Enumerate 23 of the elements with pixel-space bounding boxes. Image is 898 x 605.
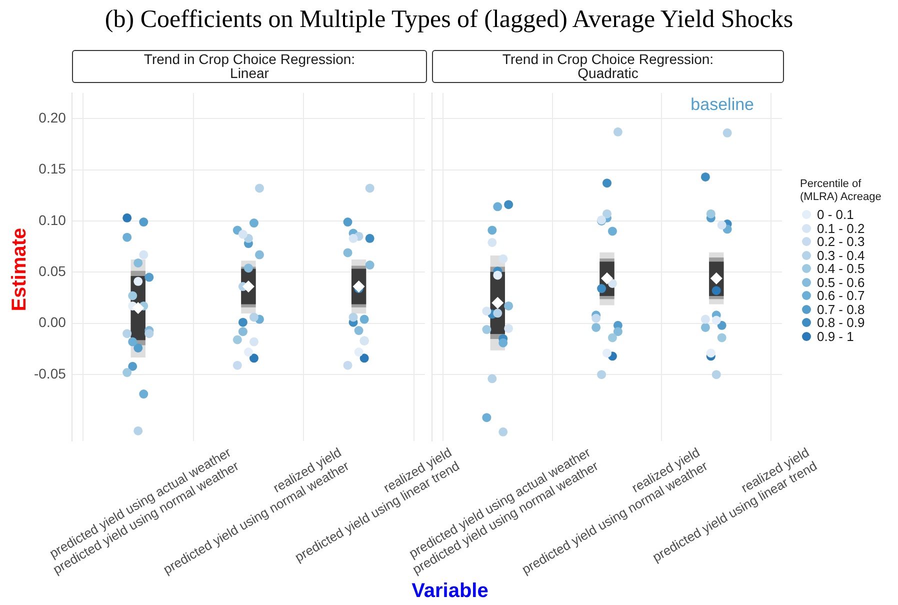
legend-label: 0.3 - 0.4 bbox=[817, 248, 865, 263]
legend-label: 0.2 - 0.3 bbox=[817, 234, 865, 250]
legend-label: 0.1 - 0.2 bbox=[817, 220, 865, 236]
legend-title: Percentile of (MLRA) Acreage bbox=[800, 178, 882, 204]
legend-label: 0.5 - 0.6 bbox=[817, 274, 865, 290]
chart-subtitle: Trend in Crop Choice Regression: Quadratic bbox=[432, 50, 784, 83]
legend-label: 0.6 - 0.7 bbox=[817, 288, 865, 304]
legend-label: 0.9 - 1 bbox=[817, 328, 854, 344]
legend-label: 0.8 - 0.9 bbox=[817, 315, 865, 330]
chart-title: (b) Coefficients on Multiple Types of (lagged) Average Yield Shocks bbox=[104, 6, 794, 34]
y-tick-label: 0.05 bbox=[38, 263, 66, 280]
legend-label: 0.4 - 0.5 bbox=[817, 261, 865, 276]
legend-label: 0.7 - 0.8 bbox=[817, 302, 865, 317]
x-axis-title: Variable bbox=[410, 580, 490, 603]
annotation: baseline bbox=[690, 95, 754, 114]
y-tick-label: 0.00 bbox=[38, 314, 66, 330]
y-tick-label: 0.10 bbox=[38, 212, 66, 228]
chart-subtitle: Trend in Crop Choice Regression: Linear bbox=[72, 50, 427, 83]
y-axis-title: Estimate bbox=[8, 226, 32, 314]
legend-label: 0 - 0.1 bbox=[817, 207, 854, 222]
y-tick-label: -0.05 bbox=[34, 365, 66, 382]
y-tick-label: 0.20 bbox=[38, 109, 66, 126]
y-tick-label: 0.15 bbox=[38, 160, 66, 177]
